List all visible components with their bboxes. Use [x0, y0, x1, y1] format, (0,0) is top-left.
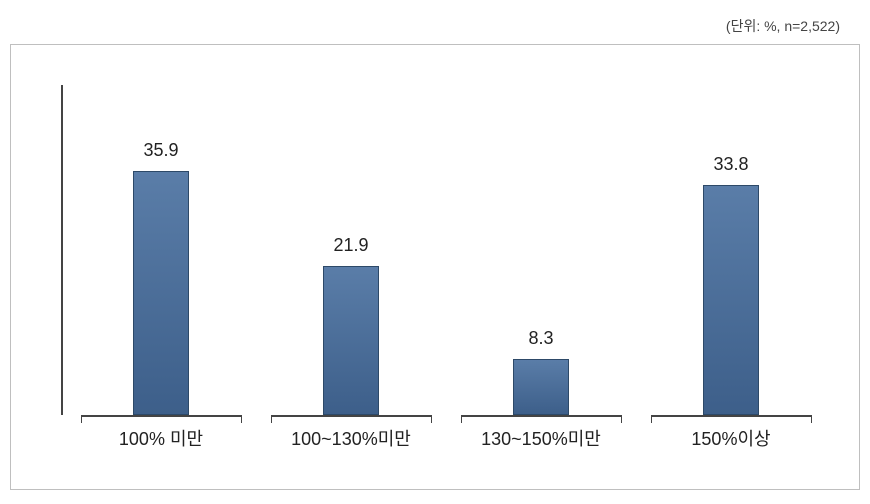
x-label-0: 100% 미만	[71, 425, 251, 451]
bar-2	[513, 359, 569, 415]
bar-1	[323, 266, 379, 415]
chart-subtitle: (단위: %, n=2,522)	[726, 16, 840, 36]
x-tick-1	[271, 415, 431, 417]
bar-0	[133, 171, 189, 415]
bar-value-label-3: 33.8	[641, 154, 821, 175]
x-tickmark-0l	[81, 415, 82, 423]
bar-3	[703, 185, 759, 415]
bar-value-label-2: 8.3	[451, 328, 631, 349]
x-label-2: 130~150%미만	[451, 425, 631, 451]
y-axis	[61, 85, 63, 415]
x-label-1: 100~130%미만	[261, 425, 441, 451]
x-axis-labels: 100% 미만 100~130%미만 130~150%미만 150%이상	[61, 425, 811, 465]
chart-frame: 35.9 21.9 8.3 33.8 100% 미만	[10, 44, 860, 490]
x-tickmark-3r	[811, 415, 812, 423]
x-tickmark-0r	[241, 415, 242, 423]
x-tickmark-2r	[621, 415, 622, 423]
x-tickmark-2l	[461, 415, 462, 423]
x-tickmark-1l	[271, 415, 272, 423]
x-tick-0	[81, 415, 241, 417]
x-tickmark-1r	[431, 415, 432, 423]
bar-value-label-1: 21.9	[261, 235, 441, 256]
x-tickmark-3l	[651, 415, 652, 423]
bar-value-label-0: 35.9	[71, 140, 251, 161]
x-label-3: 150%이상	[641, 425, 821, 451]
plot-area: 35.9 21.9 8.3 33.8	[61, 75, 811, 415]
x-tick-2	[461, 415, 621, 417]
x-tick-3	[651, 415, 811, 417]
